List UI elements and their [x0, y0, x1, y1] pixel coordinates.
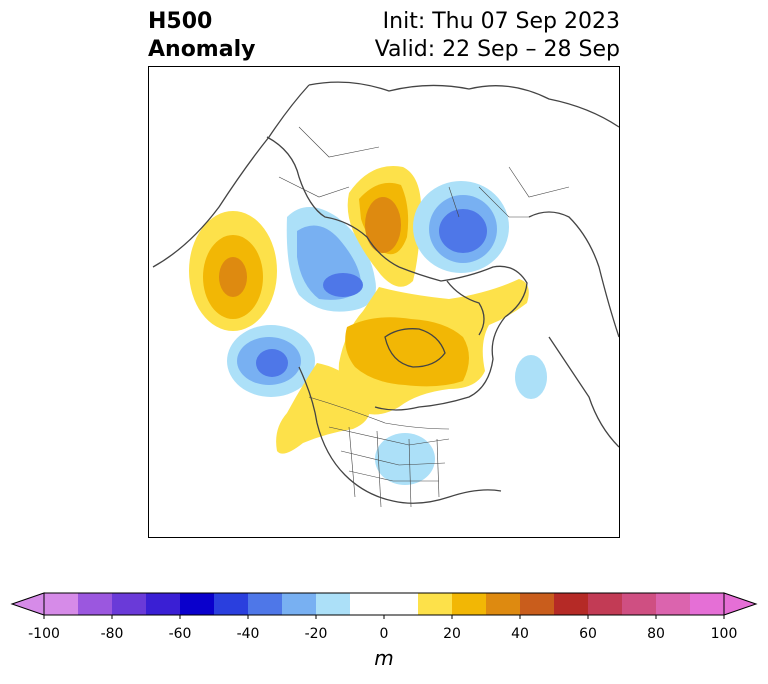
colorbar-bin-9: [350, 593, 385, 615]
anomaly-neg-north-atlantic: [515, 355, 547, 399]
colorbar-tick-label: -100: [28, 626, 60, 642]
colorbar-extend-max: [723, 592, 758, 616]
coastlines: [152, 81, 619, 504]
colorbar-bin-5: [214, 593, 249, 615]
anomaly-pos-canada-greenland: [338, 279, 529, 415]
colorbar-bin-12: [452, 593, 487, 615]
colorbar-bin-2: [112, 593, 147, 615]
field-title: H500 Anomaly: [148, 8, 255, 64]
colorbar-bin-16: [588, 593, 623, 615]
anomaly-map: [148, 66, 620, 538]
anomaly-neg-gulf-alaska: [227, 325, 315, 397]
colorbar-bin-14: [520, 593, 555, 615]
anomaly-neg-great-lakes: [375, 433, 435, 485]
colorbar-tick-label: -40: [236, 626, 260, 642]
colorbar-tick-label: -80: [100, 626, 124, 642]
colorbar-tick-label: -60: [168, 626, 192, 642]
date-info: Init: Thu 07 Sep 2023 Valid: 22 Sep – 28…: [375, 8, 620, 64]
colorbar-bin-10: [384, 593, 419, 615]
anomaly-pos-west-siberia: [347, 166, 422, 287]
colorbar-tick-label: 0: [379, 626, 389, 642]
colorbar-bin-6: [248, 593, 283, 615]
colorbar-tick-label: 100: [710, 626, 738, 642]
colorbar-bin-13: [486, 593, 521, 615]
valid-range: Valid: 22 Sep – 28 Sep: [374, 37, 620, 62]
political-borders: [278, 126, 570, 508]
colorbar: [10, 592, 758, 619]
colorbar-bin-7: [282, 593, 317, 615]
colorbar-tick-marks: [43, 615, 725, 619]
colorbar-bin-0: [44, 593, 79, 615]
colorbar-tick-label: 60: [579, 626, 597, 642]
colorbar-bin-4: [180, 593, 215, 615]
anomaly-neg-scandinavia: [413, 181, 509, 273]
colorbar-tick-label: 40: [511, 626, 529, 642]
colorbar-bin-15: [554, 593, 589, 615]
colorbar-bin-18: [656, 593, 691, 615]
colorbar-extend-min: [10, 592, 45, 616]
colorbar-bin-3: [146, 593, 181, 615]
colorbar-bin-11: [418, 593, 453, 615]
colorbar-unit: m: [374, 646, 394, 670]
colorbar-bins: [44, 593, 725, 615]
field-title-line2: Anomaly: [148, 37, 256, 62]
colorbar-tick-label: 20: [443, 626, 461, 642]
anomaly-neg-east-siberia: [286, 207, 376, 312]
colorbar-bin-17: [622, 593, 657, 615]
init-date: Init: Thu 07 Sep 2023: [382, 9, 620, 34]
field-title-line1: H500: [148, 9, 213, 34]
colorbar-bin-19: [690, 593, 725, 615]
colorbar-bin-8: [316, 593, 351, 615]
anomaly-pos-western-na: [276, 363, 370, 454]
colorbar-tick-label: -20: [304, 626, 328, 642]
anomaly-map-svg: [152, 81, 619, 508]
anomaly-pos-north-pacific: [189, 211, 277, 331]
colorbar-bin-1: [78, 593, 113, 615]
colorbar-tick-label: 80: [647, 626, 665, 642]
